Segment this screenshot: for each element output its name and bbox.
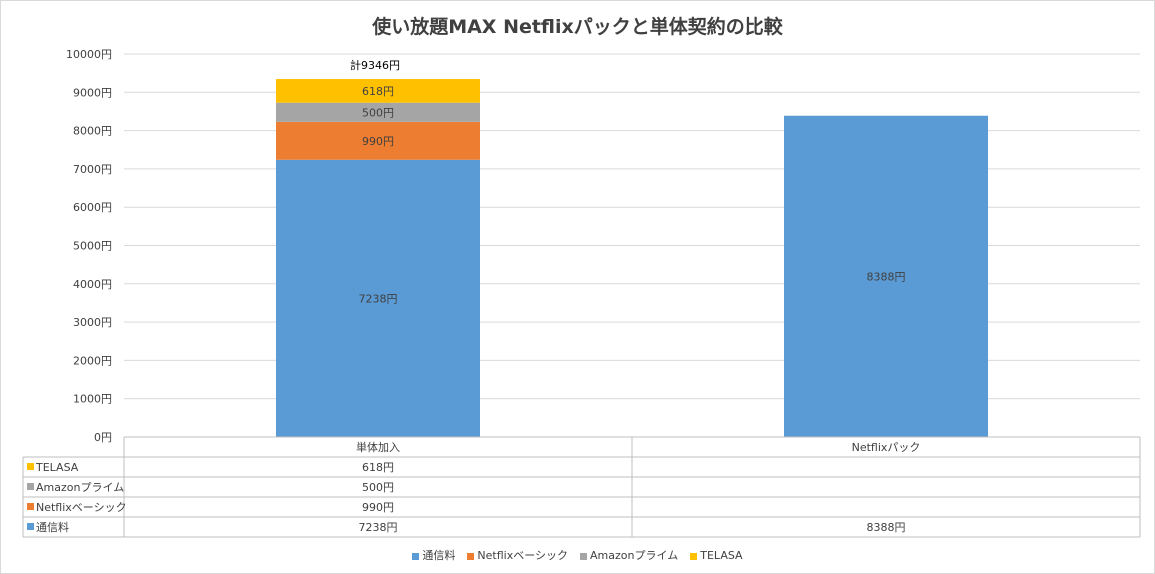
table-series-name: Amazonプライム [36, 481, 124, 494]
bar-segment [784, 115, 988, 438]
legend-swatch [690, 552, 698, 560]
legend-label: TELASA [700, 549, 743, 562]
table-series-name: 通信料 [36, 520, 69, 534]
legend-item: 通信料 [412, 547, 455, 563]
table-cell-value: 7238円 [359, 521, 398, 534]
bar-segment [276, 79, 480, 103]
y-tick-label: 10000円 [66, 48, 112, 61]
total-annotation: 計9346円 [350, 58, 400, 72]
bar-data-label: 618円 [362, 85, 394, 98]
y-tick-label: 5000円 [73, 240, 112, 253]
y-tick-label: 2000円 [73, 354, 112, 367]
table-legend-key [27, 463, 34, 470]
y-tick-label: 8000円 [73, 125, 112, 138]
table-legend-key [27, 483, 34, 490]
legend-swatch [580, 552, 588, 560]
table-series-name: TELASA [35, 461, 79, 474]
bar-data-label: 500円 [362, 106, 394, 119]
y-tick-label: 1000円 [73, 393, 112, 406]
legend-swatch [412, 552, 420, 560]
legend-item: Amazonプライム [580, 547, 678, 563]
x-category-label: 単体加入 [356, 440, 400, 454]
table-legend-key [27, 503, 34, 510]
y-tick-label: 4000円 [73, 278, 112, 291]
y-tick-label: 3000円 [73, 316, 112, 329]
bar-data-label: 990円 [362, 135, 394, 148]
y-tick-label: 6000円 [73, 201, 112, 214]
y-tick-label: 7000円 [73, 163, 112, 176]
legend-swatch [467, 552, 475, 560]
legend-item: Netflixベーシック [467, 547, 568, 563]
bar-data-label: 7238円 [359, 292, 398, 305]
bar-segment [276, 121, 480, 160]
chart-legend: 通信料 Netflixベーシック Amazonプライム TELASA [0, 547, 1155, 563]
legend-label: Amazonプライム [590, 549, 679, 562]
table-series-name: Netflixベーシック [36, 501, 127, 514]
table-cell-value: 618円 [362, 461, 394, 474]
x-category-label: Netflixパック [852, 441, 921, 454]
legend-label: 通信料 [422, 549, 456, 562]
bar-data-label: 8388円 [867, 270, 906, 283]
table-cell-value: 990円 [362, 501, 394, 514]
y-tick-label: 9000円 [73, 86, 112, 99]
table-cell-value: 8388円 [867, 521, 906, 534]
legend-item: TELASA [690, 549, 743, 562]
table-cell-value: 500円 [362, 481, 394, 494]
table-legend-key [27, 523, 34, 530]
bar-segment [276, 159, 480, 437]
chart-title: 使い放題MAX Netflixパックと単体契約の比較 [372, 16, 783, 38]
y-tick-label: 0円 [94, 431, 112, 444]
bar-segment [276, 102, 480, 122]
legend-label: Netflixベーシック [477, 549, 569, 562]
